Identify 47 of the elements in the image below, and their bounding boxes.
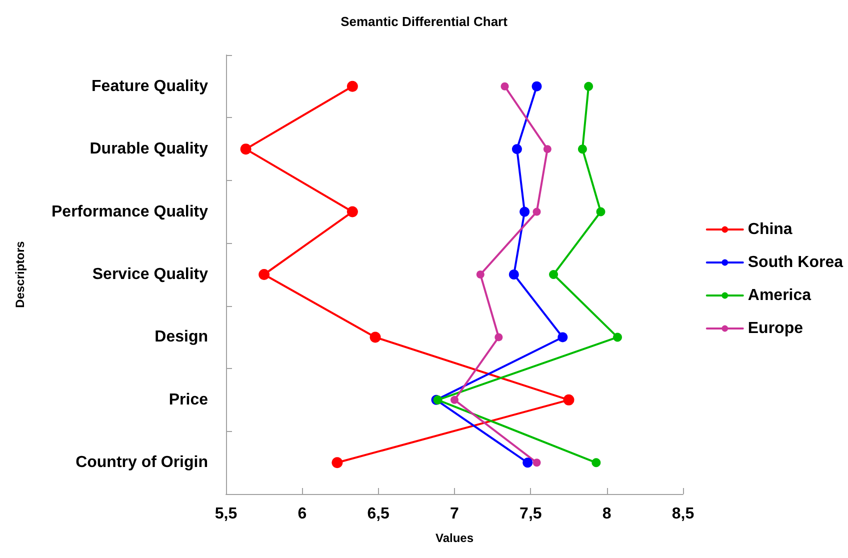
point (346, 206, 358, 218)
point (346, 80, 358, 92)
x-tick-label: 5,5 (214, 506, 238, 522)
y-tick-label: Service Quality (92, 266, 208, 283)
x-tick-label: 8 (602, 506, 612, 522)
point (578, 144, 587, 154)
point (532, 458, 541, 467)
point (520, 206, 530, 217)
point (543, 145, 552, 154)
legend-label: South Korea (748, 254, 844, 271)
x-tick-label: 7 (450, 506, 460, 522)
point (522, 458, 533, 468)
x-tick-label: 7,5 (520, 506, 542, 522)
y-tick-label: Price (168, 391, 208, 408)
point (240, 144, 252, 155)
y-tick-label: Performance Quality (52, 203, 208, 220)
legend-label: Europe (748, 320, 804, 337)
x-tick-label: 6,5 (367, 506, 390, 522)
y-tick-label: Feature Quality (92, 78, 208, 95)
point (596, 207, 606, 216)
point (584, 82, 594, 91)
x-tick-label: 8,5 (672, 506, 694, 522)
y-tick-label: Durable Quality (90, 140, 208, 158)
point (508, 270, 519, 280)
point (370, 332, 381, 343)
y-axis-title: Descriptors (13, 240, 27, 308)
point (613, 332, 622, 342)
point (512, 144, 522, 154)
point (258, 269, 270, 280)
point (500, 82, 509, 90)
point (494, 333, 503, 342)
point (532, 81, 542, 92)
point (450, 396, 458, 404)
point (532, 208, 541, 216)
point (592, 458, 601, 468)
chart-title: Semantic Differential Chart (340, 14, 508, 29)
legend-label: America (748, 287, 812, 304)
y-tick-label: Design (154, 328, 208, 346)
point (549, 270, 558, 279)
point (332, 457, 343, 468)
x-axis-title: Values (435, 531, 474, 545)
y-tick-label: Country of Origin (76, 454, 208, 472)
point (558, 332, 568, 342)
legend-label: China (748, 221, 792, 238)
point (563, 394, 574, 406)
x-tick-label: 6 (298, 506, 307, 522)
point (476, 270, 484, 278)
